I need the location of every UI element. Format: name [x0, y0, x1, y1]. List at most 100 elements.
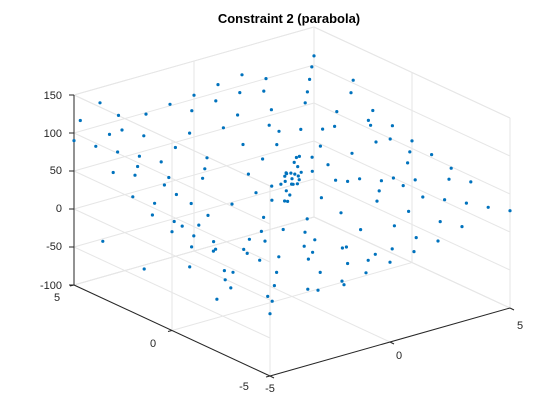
y-gridline: [171, 262, 413, 331]
data-point: [319, 196, 323, 200]
data-point: [390, 124, 394, 128]
data-point: [334, 178, 338, 182]
data-point: [413, 178, 417, 182]
data-point: [222, 269, 226, 273]
data-point: [116, 150, 120, 154]
data-point: [421, 195, 425, 199]
data-point: [221, 126, 225, 130]
data-point: [358, 177, 362, 181]
data-point: [318, 270, 322, 274]
data-point: [366, 258, 370, 262]
data-point: [288, 193, 292, 197]
data-point: [449, 166, 453, 170]
data-point: [120, 128, 124, 132]
data-point: [192, 234, 196, 238]
data-point: [296, 174, 300, 178]
grid-lines: [73, 26, 511, 377]
data-point: [188, 265, 192, 269]
data-point: [268, 312, 272, 316]
data-point: [281, 227, 285, 232]
data-point: [292, 160, 296, 164]
data-point: [464, 201, 468, 205]
data-point: [269, 108, 273, 112]
data-point: [371, 108, 375, 113]
data-point: [283, 174, 287, 178]
data-point: [230, 202, 234, 206]
data-point: [311, 250, 315, 254]
data-point: [401, 184, 405, 188]
data-point: [447, 177, 451, 181]
data-point: [316, 288, 320, 292]
data-point: [137, 154, 141, 158]
data-points: [72, 54, 512, 316]
data-point: [294, 155, 298, 160]
y-tick-label: -5: [239, 381, 249, 393]
data-point: [350, 151, 354, 155]
data-point: [293, 172, 297, 176]
data-point: [270, 198, 274, 202]
z-tick-label: -50: [46, 241, 62, 253]
data-point: [180, 224, 184, 228]
data-point: [168, 102, 172, 106]
data-point: [369, 123, 373, 127]
data-point: [133, 173, 137, 177]
data-point: [375, 199, 379, 203]
data-point: [192, 93, 196, 97]
data-point: [318, 144, 322, 148]
data-point: [153, 201, 157, 205]
x-tick-mark: [389, 341, 395, 345]
data-point: [270, 184, 274, 188]
data-point: [201, 176, 205, 180]
data-point: [173, 145, 177, 150]
data-point: [303, 230, 307, 234]
data-point: [412, 250, 416, 254]
data-point: [305, 90, 309, 94]
data-point: [410, 139, 414, 143]
z-tick-label: 100: [44, 128, 62, 140]
data-point: [214, 247, 218, 251]
data-point: [216, 83, 220, 87]
data-point: [279, 182, 283, 186]
data-point: [392, 224, 396, 228]
data-point: [306, 257, 310, 261]
data-point: [72, 139, 76, 143]
data-point: [111, 170, 115, 175]
data-point: [297, 178, 301, 182]
data-point: [377, 189, 381, 193]
y-tick-label: 0: [150, 338, 156, 350]
data-point: [340, 279, 344, 283]
z-tick-label: -100: [40, 280, 62, 292]
data-point: [460, 225, 464, 229]
y-tick-labels: -5 0 5: [54, 292, 249, 393]
data-point: [295, 182, 299, 186]
z-tick-label: 50: [50, 165, 62, 177]
chart-title: Constraint 2 (parabola): [218, 11, 360, 26]
data-point: [289, 171, 293, 175]
data-point: [107, 132, 112, 136]
data-point: [267, 123, 271, 127]
data-point: [206, 213, 210, 217]
data-point: [312, 54, 316, 58]
data-point: [203, 167, 207, 171]
data-point: [303, 101, 307, 105]
data-point: [214, 99, 218, 103]
data-point: [270, 299, 274, 303]
data-point: [174, 192, 178, 197]
data-point: [296, 165, 300, 169]
x-tick-label: -5: [265, 383, 275, 395]
data-point: [197, 223, 201, 227]
data-point: [263, 239, 267, 243]
data-point: [406, 161, 410, 165]
data-point: [291, 182, 295, 186]
data-point: [261, 157, 265, 161]
y-tick-mark: [265, 375, 271, 378]
data-point: [131, 195, 135, 199]
data-point: [142, 134, 146, 138]
data-point: [310, 169, 314, 173]
data-point: [310, 65, 314, 69]
data-point: [469, 180, 473, 184]
data-point: [346, 261, 350, 266]
data-point: [284, 189, 288, 193]
data-point: [391, 176, 395, 180]
data-point: [275, 143, 279, 147]
